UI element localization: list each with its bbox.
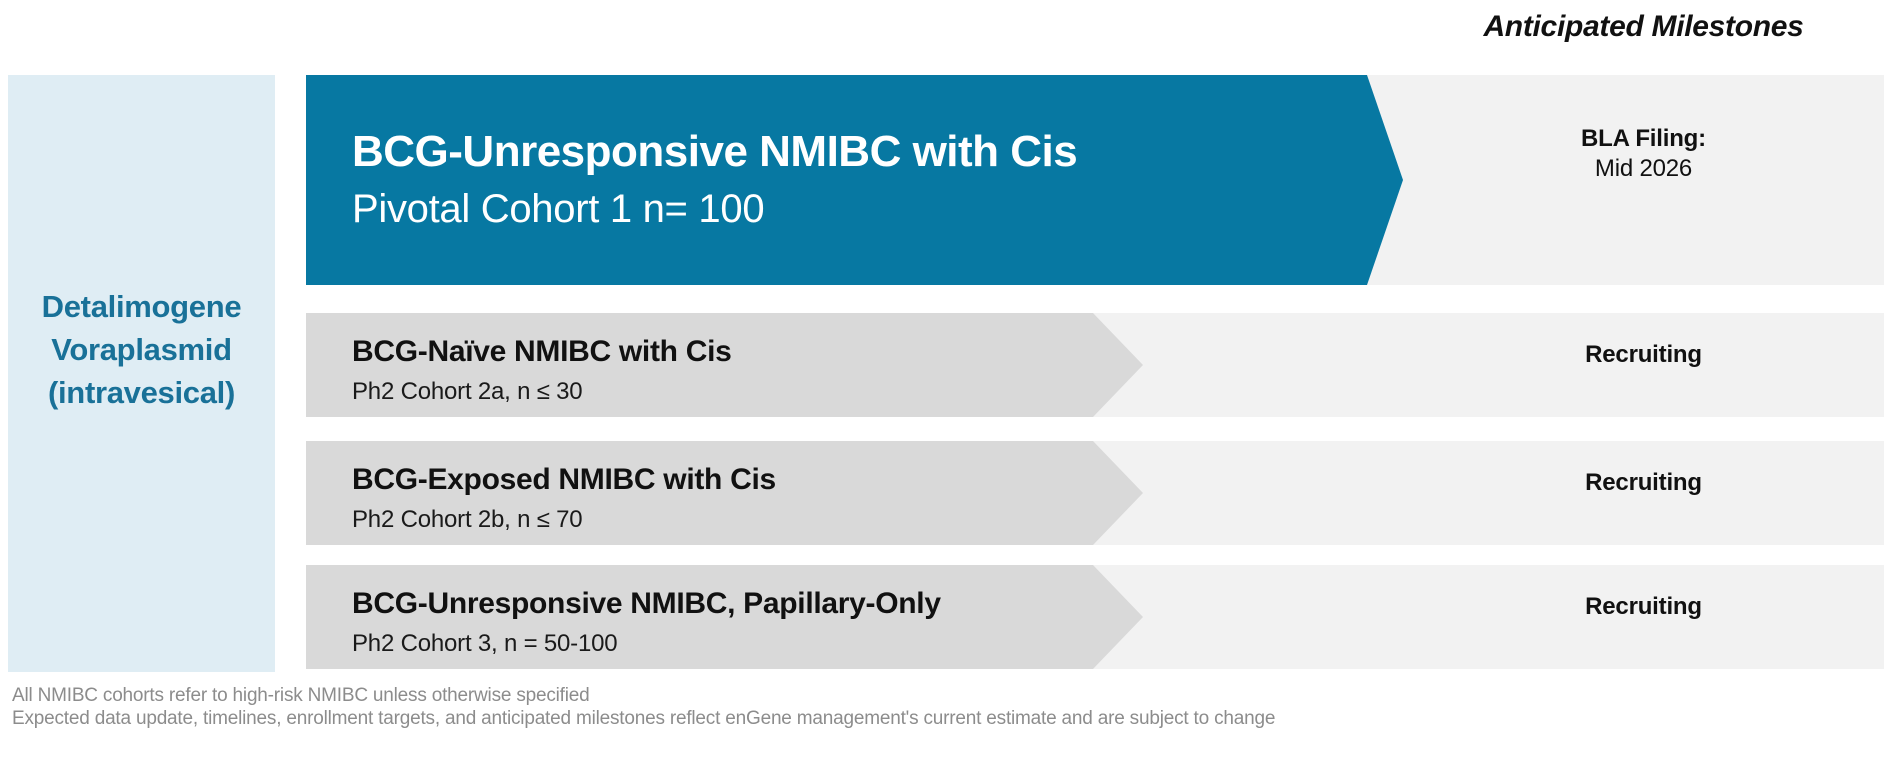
pipeline-row-cohort-3: BCG-Unresponsive NMIBC, Papillary-Only P… [0,565,1884,669]
milestone-label: BLA Filing: [1581,125,1706,152]
cohort-title: BCG-Exposed NMIBC with Cis [352,463,776,496]
cohort-subtitle: Ph2 Cohort 2a, n ≤ 30 [352,378,583,405]
pipeline-row-cohort-2a: BCG-Naïve NMIBC with Cis Ph2 Cohort 2a, … [0,313,1884,417]
milestone-recruiting: Recruiting [1403,555,1884,659]
milestone-label: Recruiting [1585,593,1702,620]
cohort-arrow-2b: BCG-Exposed NMIBC with Cis Ph2 Cohort 2b… [306,441,1143,545]
footnote-line-1: All NMIBC cohorts refer to high-risk NMI… [12,685,590,706]
cohort-title: BCG-Unresponsive NMIBC, Papillary-Only [352,587,941,620]
cohort-subtitle: Ph2 Cohort 2b, n ≤ 70 [352,506,583,533]
pipeline-row-cohort-2b: BCG-Exposed NMIBC with Cis Ph2 Cohort 2b… [0,441,1884,545]
cohort-arrow-pivotal: BCG-Unresponsive NMIBC with Cis Pivotal … [306,75,1403,285]
program-box: Detalimogene Voraplasmid (intravesical) [8,75,275,672]
cohort-title: BCG-Naïve NMIBC with Cis [352,335,732,368]
milestone-label: Recruiting [1585,469,1702,496]
cohort-arrow-2a: BCG-Naïve NMIBC with Cis Ph2 Cohort 2a, … [306,313,1143,417]
anticipated-milestones-header: Anticipated Milestones [1483,10,1804,43]
pipeline-row-pivotal-cohort-1: BCG-Unresponsive NMIBC with Cis Pivotal … [0,75,1884,285]
milestone-recruiting: Recruiting [1403,431,1884,535]
milestone-recruiting: Recruiting [1403,303,1884,407]
cohort-arrow-3: BCG-Unresponsive NMIBC, Papillary-Only P… [306,565,1143,669]
milestone-value: Mid 2026 [1594,155,1693,182]
footnotes: All NMIBC cohorts refer to high-risk NMI… [12,684,1864,730]
milestone-bla-filing: BLA Filing: Mid 2026 [1403,49,1884,259]
cohort-subtitle: Pivotal Cohort 1 n= 100 [352,187,765,231]
footnote-line-2: Expected data update, timelines, enrollm… [12,708,1276,729]
program-name: Detalimogene Voraplasmid (intravesical) [41,289,242,410]
milestone-label: Recruiting [1585,341,1702,368]
cohort-title: BCG-Unresponsive NMIBC with Cis [352,127,1078,176]
cohort-subtitle: Ph2 Cohort 3, n = 50-100 [352,630,618,657]
